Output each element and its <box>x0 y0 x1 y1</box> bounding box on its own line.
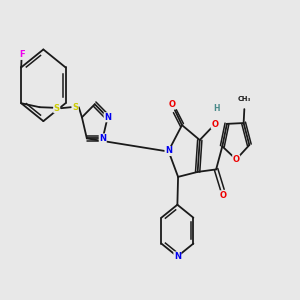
Text: N: N <box>174 252 181 261</box>
Text: S: S <box>72 103 78 112</box>
Text: O: O <box>233 155 240 164</box>
Text: CH₃: CH₃ <box>238 96 251 102</box>
Text: H: H <box>213 104 220 113</box>
Text: O: O <box>169 100 176 109</box>
Text: S: S <box>54 104 60 113</box>
Text: O: O <box>211 120 218 129</box>
Text: N: N <box>104 113 111 122</box>
Text: N: N <box>165 146 172 155</box>
Text: F: F <box>19 50 25 59</box>
Text: O: O <box>220 191 227 200</box>
Text: N: N <box>99 134 106 143</box>
